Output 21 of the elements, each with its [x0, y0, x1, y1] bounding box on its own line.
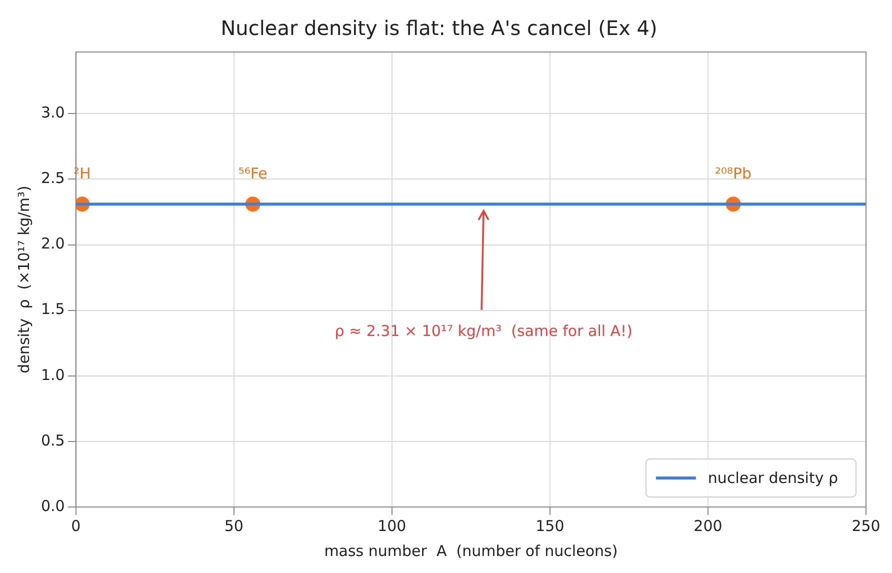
x-axis-title: mass number A (number of nucleons)	[324, 542, 618, 560]
annotation: ρ ≈ 2.31 × 10¹⁷ kg/m³ (same for all A!)	[334, 322, 632, 340]
x-tick-label: 200	[694, 516, 722, 535]
y-tick-label: 1.0	[40, 366, 65, 384]
x-tick-label: 0	[71, 516, 81, 535]
annotation: ⁵⁶Fe	[238, 164, 268, 182]
y-tick-label: 0.0	[40, 496, 65, 515]
y-tick-label: 2.5	[40, 169, 65, 188]
x-tick-label: 100	[378, 516, 406, 535]
y-tick-label: 0.5	[40, 431, 65, 450]
x-tick-label: 150	[536, 516, 564, 535]
annotation: ²⁰⁸Pb	[714, 164, 752, 182]
y-tick-label: 2.0	[40, 234, 65, 253]
x-tick-label: 50	[224, 516, 244, 535]
legend-label: nuclear density ρ	[708, 468, 838, 487]
chart-title: Nuclear density is flat: the A's cancel (Ex 4)	[220, 16, 658, 40]
y-tick-label: 1.5	[40, 300, 65, 318]
y-tick-label: 3.0	[40, 104, 65, 122]
annotation: ²H	[74, 164, 91, 182]
x-tick-label: 250	[852, 516, 880, 535]
y-axis-title: density ρ (×10¹⁷ kg/m³)	[14, 186, 33, 374]
